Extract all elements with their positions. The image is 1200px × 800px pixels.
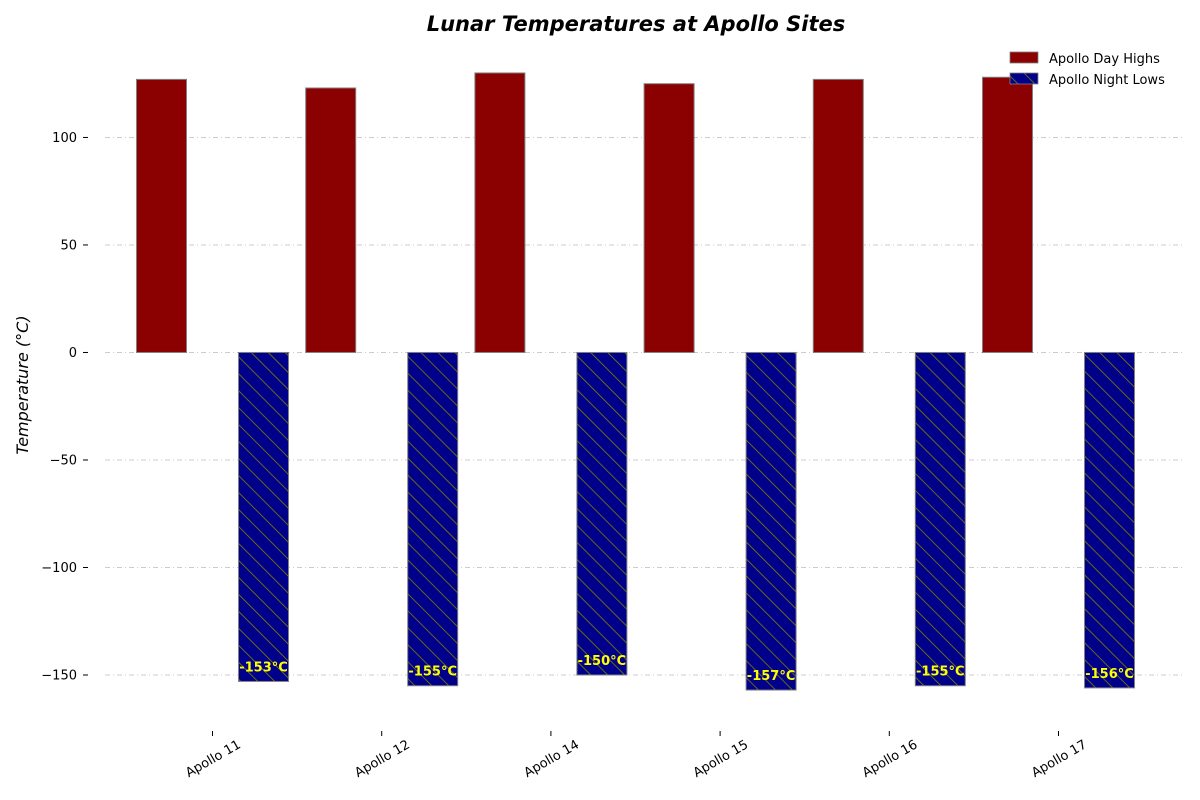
legend-label-night-lows: Apollo Night Lows <box>1049 73 1165 88</box>
bar-apollo-day-highs-apollo-14 <box>474 72 526 353</box>
x-tick-label: Apollo 15 <box>691 737 751 780</box>
data-label-apollo-11: -153°C <box>239 660 288 675</box>
y-tick-label: −100 <box>41 561 77 576</box>
bar-apollo-day-highs-apollo-12 <box>305 87 357 353</box>
x-tick-label: Apollo 16 <box>860 737 920 780</box>
bar-apollo-night-lows-apollo-12 <box>407 351 459 687</box>
bar-apollo-night-lows-apollo-16 <box>914 351 966 687</box>
y-axis-ticks: −150 −100 −50 0 50 100 <box>41 131 88 683</box>
y-tick-label: 100 <box>52 131 77 146</box>
legend-label-day-highs: Apollo Day Highs <box>1049 52 1160 67</box>
x-tick-label: Apollo 12 <box>352 737 412 780</box>
y-tick-label: −50 <box>50 453 77 468</box>
bar-apollo-day-highs-apollo-16 <box>812 78 864 353</box>
bar-apollo-night-lows-apollo-11 <box>238 351 289 682</box>
bar-apollo-day-highs-apollo-15 <box>643 83 695 353</box>
data-label-apollo-14: -150°C <box>578 654 627 669</box>
legend-swatch-day-highs <box>1009 51 1039 64</box>
y-tick-label: −150 <box>41 668 77 683</box>
bar-apollo-day-highs-apollo-11 <box>136 78 187 353</box>
bar-apollo-day-highs-apollo-17 <box>982 76 1033 353</box>
bar-apollo-night-lows-apollo-15 <box>745 351 797 691</box>
y-tick-label: 0 <box>69 346 77 361</box>
x-tick-label: Apollo 17 <box>1029 737 1089 780</box>
data-label-apollo-12: -155°C <box>408 665 457 680</box>
bars-layer <box>136 72 1135 691</box>
chart-title: Lunar Temperatures at Apollo Sites <box>427 12 846 36</box>
data-label-apollo-15: -157°C <box>747 669 796 684</box>
data-label-apollo-16: -155°C <box>916 665 965 680</box>
x-tick-label: Apollo 14 <box>522 737 582 780</box>
x-axis-ticks: Apollo 11 Apollo 12 Apollo 14 Apollo 15 Apol… <box>183 731 1090 781</box>
bar-apollo-night-lows-apollo-17 <box>1084 351 1135 689</box>
x-tick-label: Apollo 11 <box>183 737 243 780</box>
y-tick-label: 50 <box>60 238 77 253</box>
bar-apollo-night-lows-apollo-14 <box>576 351 628 676</box>
y-axis-label: Temperature (°C) <box>13 315 32 454</box>
data-label-apollo-17: -156°C <box>1085 667 1134 682</box>
data-labels: -153°C -155°C -150°C -157°C -155°C -156°C <box>239 654 1134 684</box>
legend: Apollo Day Highs Apollo Night Lows <box>1009 51 1165 88</box>
legend-swatch-night-lows <box>1009 72 1039 85</box>
